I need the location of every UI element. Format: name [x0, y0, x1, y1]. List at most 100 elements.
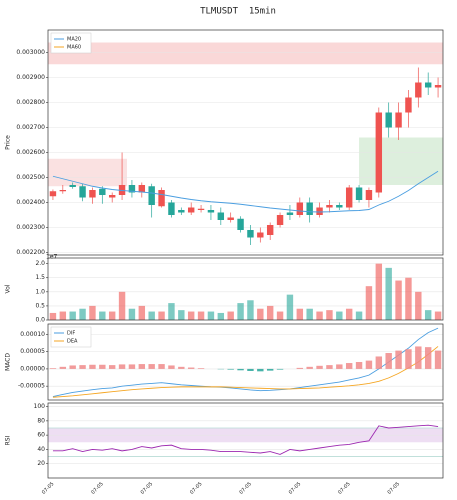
y-tick-label: 0.002300: [16, 224, 45, 231]
volume-bar: [266, 305, 274, 320]
macd-bar: [99, 364, 106, 369]
legend-box: [50, 326, 92, 348]
macd-bar: [59, 366, 67, 369]
volume-bar: [385, 267, 392, 320]
candle-body: [424, 82, 432, 88]
volume-bar: [128, 308, 136, 320]
y-tick-label: 2.0: [35, 260, 45, 267]
candle-body: [336, 205, 343, 208]
macd-bar: [227, 368, 234, 370]
candle-body: [49, 191, 57, 197]
panel-frame: [47, 323, 444, 401]
panel-frame: [47, 402, 444, 479]
panel-frame: [47, 257, 444, 321]
x-tick-label: 07-05: [337, 481, 352, 496]
chart-title: TLMUSDT 15min: [200, 7, 276, 17]
candle-body: [217, 212, 225, 220]
volume-bar: [306, 308, 313, 320]
candle-body: [405, 97, 412, 113]
y-axis-label: Vol: [5, 284, 12, 293]
macd-bar: [168, 365, 175, 369]
zone: [48, 42, 443, 65]
volume-bar: [158, 311, 165, 320]
volume-bar: [99, 311, 106, 320]
candle-body: [316, 207, 323, 215]
y-tick-label: 0.5: [35, 302, 45, 309]
macd-bar: [79, 365, 86, 369]
x-tick-label: 07-05: [238, 481, 253, 496]
volume-bar: [49, 312, 57, 320]
candle-body: [197, 208, 205, 210]
volume-bar: [197, 311, 205, 320]
candle-body: [207, 210, 215, 213]
candle-body: [276, 215, 284, 225]
legend-label: MA20: [67, 37, 81, 43]
series-line: [52, 170, 439, 213]
candle-body: [375, 112, 383, 193]
x-tick-label: 07-05: [140, 481, 155, 496]
macd-bar: [69, 365, 76, 369]
x-tick-label: 07-05: [387, 481, 402, 496]
volume-bar: [434, 311, 442, 320]
volume-bar: [168, 303, 175, 320]
macd-bar: [415, 346, 422, 369]
volume-bar: [365, 286, 373, 320]
volume-bar: [108, 311, 116, 320]
macd-bar: [148, 364, 155, 369]
candle-body: [118, 185, 126, 195]
macd-bar: [158, 364, 165, 369]
x-tick-label: 07-05: [189, 481, 204, 496]
candle-body: [306, 202, 313, 215]
y-tick-label: 0.002400: [16, 199, 45, 206]
y-tick-label: 0.002600: [16, 149, 45, 156]
y-axis-label: Price: [5, 135, 12, 150]
macd-bar: [187, 367, 195, 369]
offset-label: 1e7: [46, 254, 58, 261]
x-tick-label: 07-05: [288, 481, 303, 496]
volume-bar: [79, 308, 86, 320]
macd-bar: [296, 367, 304, 369]
candle-body: [326, 205, 333, 208]
y-tick-label: 80: [37, 417, 45, 424]
legend-label: MA60: [67, 45, 81, 51]
candle-body: [415, 82, 422, 98]
candle-body: [187, 207, 195, 213]
volume-bar: [276, 311, 284, 320]
macd-bar: [138, 364, 146, 369]
y-tick-label: 0.002500: [16, 174, 45, 181]
candle-body: [395, 112, 402, 128]
candle-body: [128, 185, 136, 193]
y-tick-label: 20: [37, 460, 45, 467]
panel-frame: [47, 29, 444, 256]
macd-bar: [49, 368, 57, 369]
volume-bar: [355, 311, 363, 320]
volume-bar: [187, 311, 195, 320]
volume-bar: [178, 310, 185, 320]
volume-bar: [345, 308, 353, 320]
volume-bar: [316, 311, 323, 320]
macd-bar: [197, 368, 205, 369]
y-tick-label: 0.003000: [16, 49, 45, 56]
macd-bar: [355, 362, 363, 369]
volume-bar: [424, 310, 432, 320]
volume-bar: [405, 277, 412, 320]
volume-bar: [395, 280, 402, 320]
macd-bar: [266, 368, 274, 371]
volume-bar: [336, 311, 343, 320]
candle-body: [257, 232, 264, 238]
macd-bar: [405, 349, 412, 369]
y-tick-label: 1.0: [35, 288, 45, 295]
candle-body: [227, 217, 234, 220]
zone: [359, 137, 443, 185]
volume-bar: [59, 311, 67, 320]
macd-bar: [316, 365, 323, 369]
macd-bar: [345, 363, 353, 369]
candle-body: [158, 190, 165, 207]
zone: [48, 158, 127, 187]
candle-body: [237, 218, 244, 230]
candle-body: [286, 212, 294, 215]
macd-bar: [257, 368, 264, 372]
candle-body: [385, 112, 392, 128]
x-tick-label: 07-05: [41, 481, 56, 496]
